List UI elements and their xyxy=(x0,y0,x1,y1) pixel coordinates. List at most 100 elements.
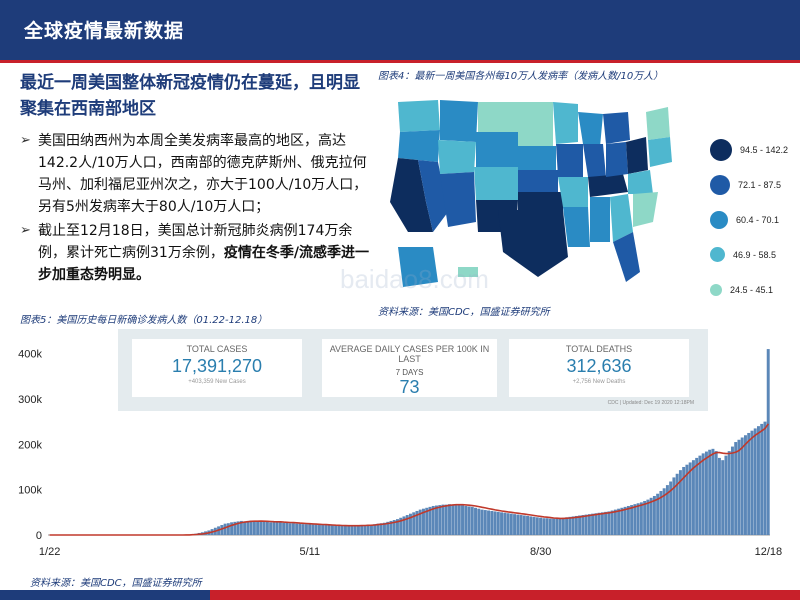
chart-bar xyxy=(574,515,578,535)
chart-bar xyxy=(369,524,373,535)
chart-bar xyxy=(662,488,666,535)
watermark: baidao8.com xyxy=(340,264,489,294)
x-tick-label: 12/18 xyxy=(755,546,783,558)
chart-bar xyxy=(620,507,624,535)
chart-bar xyxy=(604,511,608,535)
chart-bar xyxy=(389,520,393,535)
legend-label: 60.4 - 70.1 xyxy=(736,214,780,225)
chart-bar xyxy=(480,509,484,535)
chart-bar xyxy=(685,464,689,535)
chart-bar xyxy=(392,520,396,535)
chart-bar xyxy=(675,473,679,535)
chart-bar xyxy=(545,518,549,535)
chart-bar xyxy=(503,512,507,535)
chart-bar xyxy=(454,504,458,535)
chart-bar xyxy=(246,520,250,535)
chart-bar xyxy=(428,506,432,535)
chart-bar xyxy=(343,525,347,535)
bullet-item: ➢ 美国田纳西州为本周全美发病率最高的地区，高达142.2人/10万人口，西南部… xyxy=(20,130,372,218)
avg-cases-label: AVERAGE DAILY CASES PER 100K IN LAST xyxy=(329,344,490,364)
chart-bar xyxy=(252,521,256,535)
avg-cases-days: 7 DAYS xyxy=(395,368,424,377)
chart-bar xyxy=(734,442,738,535)
avg-cases-value: 73 xyxy=(399,377,420,397)
total-deaths-label: TOTAL DEATHS xyxy=(565,344,633,354)
chart-bar xyxy=(220,525,224,535)
chart-bar xyxy=(350,525,354,535)
y-tick-label: 0 xyxy=(36,530,42,542)
chart-bar xyxy=(613,509,617,535)
chart-bar xyxy=(304,524,308,535)
chart-bar xyxy=(262,521,266,535)
bullet-list: ➢ 美国田纳西州为本周全美发病率最高的地区，高达142.2人/10万人口，西南部… xyxy=(20,130,372,288)
chart-bar xyxy=(717,457,721,535)
chart-bar xyxy=(278,522,282,535)
x-tick-label: 8/30 xyxy=(530,546,551,558)
chart-bar xyxy=(366,524,370,535)
chart-bar xyxy=(682,466,686,535)
x-tick-label: 5/11 xyxy=(300,546,321,558)
chart-bar xyxy=(327,525,331,535)
chart-bar xyxy=(565,517,569,535)
chart-bar xyxy=(659,491,663,535)
chart-bar xyxy=(509,513,513,535)
chart-bar xyxy=(415,510,419,535)
chart-bar xyxy=(516,514,520,535)
legend-item: 24.5 - 45.1 xyxy=(710,272,800,307)
page-title: 全球疫情最新数据 xyxy=(24,20,185,42)
chart-bar xyxy=(288,523,292,535)
arrow-bullet-icon: ➢ xyxy=(20,223,31,238)
chart-bar xyxy=(542,518,546,535)
chart-bar xyxy=(740,437,744,535)
chart-bar xyxy=(701,453,705,535)
chart-bar xyxy=(532,516,536,535)
chart-bar xyxy=(347,525,351,535)
chart-bar xyxy=(477,508,481,535)
legend-label: 72.1 - 87.5 xyxy=(738,179,782,190)
chart-bar xyxy=(275,521,279,535)
chart-bar xyxy=(314,524,318,535)
chart-bar xyxy=(581,515,585,535)
chart-bar xyxy=(672,477,676,535)
chart-bar xyxy=(291,523,295,535)
y-tick-label: 300k xyxy=(18,394,42,406)
chart-bar xyxy=(457,505,461,535)
chart-bar xyxy=(230,522,234,535)
chart-bar xyxy=(418,509,422,535)
chart-bar xyxy=(649,497,653,535)
y-tick-label: 100k xyxy=(18,485,42,497)
chart-bar xyxy=(265,521,269,535)
chart-bar xyxy=(321,525,325,535)
chart-bar xyxy=(376,523,380,535)
chart-bar xyxy=(496,511,500,535)
chart-bar xyxy=(467,506,471,535)
chart-bar xyxy=(513,514,517,535)
chart-bar xyxy=(656,493,660,535)
chart-bar xyxy=(311,524,315,535)
chart-bar xyxy=(756,426,760,535)
chart-bar xyxy=(617,508,621,535)
chart-bar xyxy=(587,514,591,535)
map-states xyxy=(390,100,672,287)
chart-bar xyxy=(600,512,604,535)
chart-bar xyxy=(363,525,367,535)
chart-bar xyxy=(626,505,630,535)
chart-bar xyxy=(763,421,767,535)
total-deaths-value: 312,636 xyxy=(566,356,632,376)
daily-cases-chart: 0 100k 200k 300k 400k 1/22 5/11 8/30 12/18 xyxy=(18,349,783,558)
stats-panel: TOTAL CASES 17,391,270 +403,359 New Case… xyxy=(118,329,708,411)
chart-bar xyxy=(223,523,227,535)
chart-bar xyxy=(356,525,360,535)
header-divider xyxy=(0,60,800,63)
legend-label: 94.5 - 142.2 xyxy=(740,144,789,155)
legend-swatch xyxy=(710,247,725,262)
map-legend: 94.5 - 142.2 72.1 - 87.5 60.4 - 70.1 46.… xyxy=(710,132,800,307)
chart-bar xyxy=(526,515,530,535)
chart-bar xyxy=(594,513,598,535)
chart-bar xyxy=(483,510,487,535)
chart-bar xyxy=(704,451,708,535)
legend-swatch xyxy=(710,138,732,161)
legend-swatch xyxy=(710,174,730,195)
chart-bar xyxy=(636,503,640,535)
total-cases-card: TOTAL CASES 17,391,270 +403,359 New Case… xyxy=(132,339,302,397)
